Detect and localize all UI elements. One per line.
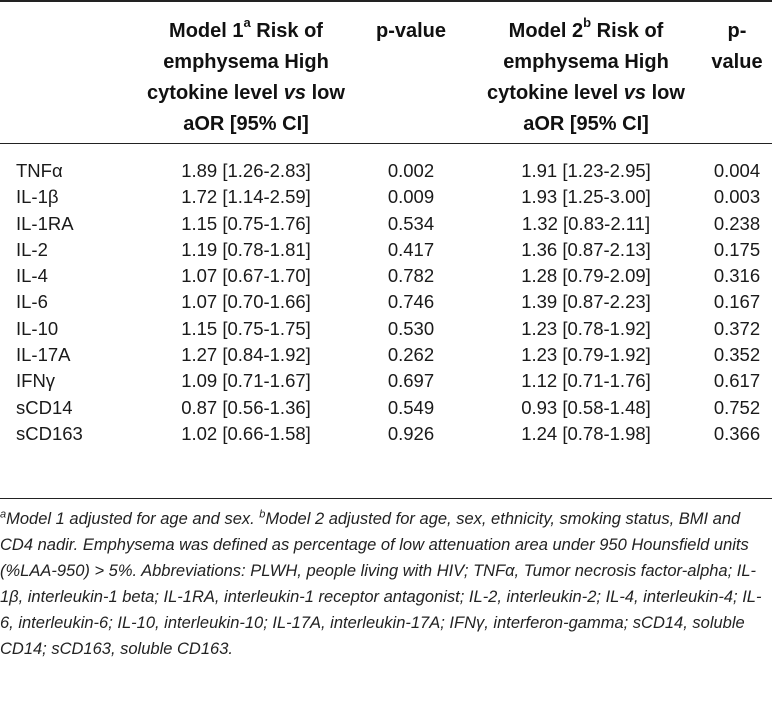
- header-model1: Model 1a Risk of emphysema High cytokine…: [136, 16, 356, 140]
- header-model2-end: low aOR [95% CI]: [523, 82, 685, 135]
- header-divider: [0, 143, 772, 144]
- header-model1-end: low aOR [95% CI]: [183, 82, 345, 135]
- cytokine-name: IL-4: [16, 265, 48, 287]
- model2-pvalue: 0.372: [713, 317, 761, 339]
- table-body: TNFα 1.89 [1.26-2.83] 0.002 1.91 [1.23-2…: [0, 158, 772, 447]
- model1-pvalue: 0.262: [387, 344, 435, 366]
- table-footnote: aModel 1 adjusted for age and sex. bMode…: [0, 506, 766, 662]
- model2-aor: 1.91 [1.23-2.95]: [521, 160, 651, 181]
- cytokine-name: IL-2: [16, 238, 48, 260]
- table-row: IL-2 1.19 [0.78-1.81] 0.417 1.36 [0.87-2…: [0, 237, 772, 263]
- header-model2-vs: vs: [623, 82, 647, 104]
- table-row: IL-1RA 1.15 [0.75-1.76] 0.534 1.32 [0.83…: [0, 211, 772, 237]
- model1-aor: 1.15 [0.75-1.75]: [181, 317, 311, 339]
- model1-aor: 1.15 [0.75-1.76]: [181, 212, 311, 234]
- header-pvalue1: p-value: [375, 20, 447, 42]
- footnote-model2: Model 2 adjusted for age, sex, ethnicity…: [0, 510, 762, 658]
- header-model2-desc: Risk of emphysema High cytokine level: [487, 20, 669, 104]
- header-pvalue2: p-value: [711, 20, 763, 73]
- model1-pvalue: 0.697: [387, 370, 435, 392]
- model1-pvalue: 0.417: [387, 238, 435, 260]
- model1-aor: 1.02 [0.66-1.58]: [181, 422, 311, 444]
- cytokine-name: TNFα: [16, 160, 63, 181]
- model1-aor: 1.07 [0.67-1.70]: [181, 265, 311, 287]
- cytokine-name: sCD14: [16, 396, 73, 418]
- model2-pvalue: 0.238: [713, 212, 761, 234]
- model1-aor: 1.09 [0.71-1.67]: [181, 370, 311, 392]
- table-row: sCD14 0.87 [0.56-1.36] 0.549 0.93 [0.58-…: [0, 395, 772, 421]
- table-row: TNFα 1.89 [1.26-2.83] 0.002 1.91 [1.23-2…: [0, 158, 772, 184]
- model1-aor: 1.19 [0.78-1.81]: [181, 238, 311, 260]
- footnote-sup-b: b: [259, 508, 266, 521]
- table-row: IL-4 1.07 [0.67-1.70] 0.782 1.28 [0.79-2…: [0, 263, 772, 289]
- model1-pvalue: 0.549: [387, 396, 435, 418]
- table-row: IL-17A 1.27 [0.84-1.92] 0.262 1.23 [0.79…: [0, 342, 772, 368]
- table-bottom-divider: [0, 498, 772, 499]
- model2-pvalue: 0.752: [713, 396, 761, 418]
- table-row: IL-6 1.07 [0.70-1.66] 0.746 1.39 [0.87-2…: [0, 289, 772, 315]
- model2-aor: 0.93 [0.58-1.48]: [521, 396, 651, 418]
- model2-aor: 1.36 [0.87-2.13]: [521, 238, 651, 260]
- header-model2-label: Model 2: [508, 20, 584, 42]
- table-header: Model 1a Risk of emphysema High cytokine…: [0, 0, 772, 135]
- cytokine-name: IL-17A: [16, 344, 71, 366]
- model2-aor: 1.39 [0.87-2.23]: [521, 291, 651, 313]
- header-model1-sup: a: [243, 15, 251, 31]
- header-model2: Model 2b Risk of emphysema High cytokine…: [466, 16, 706, 140]
- table-row: IL-10 1.15 [0.75-1.75] 0.530 1.23 [0.78-…: [0, 316, 772, 342]
- model1-aor: 0.87 [0.56-1.36]: [181, 396, 311, 418]
- header-model2-sup: b: [583, 15, 592, 31]
- model1-pvalue: 0.926: [387, 422, 435, 444]
- cytokine-name: IL-1β: [16, 186, 59, 208]
- model1-aor: 1.07 [0.70-1.66]: [181, 291, 311, 313]
- model2-pvalue: 0.175: [713, 238, 761, 260]
- cytokine-name: IL-6: [16, 291, 48, 313]
- header-model1-label: Model 1: [169, 20, 244, 42]
- model2-pvalue: 0.004: [713, 160, 761, 181]
- model2-pvalue: 0.617: [713, 370, 761, 392]
- model2-pvalue: 0.003: [713, 186, 761, 208]
- model2-aor: 1.23 [0.79-1.92]: [521, 344, 651, 366]
- model2-aor: 1.32 [0.83-2.11]: [521, 212, 651, 234]
- cytokine-name: sCD163: [16, 422, 83, 444]
- model1-pvalue: 0.534: [387, 212, 435, 234]
- footnote-sup-a: a: [0, 508, 7, 521]
- model1-aor: 1.72 [1.14-2.59]: [181, 186, 311, 208]
- cytokine-name: IL-10: [16, 317, 59, 339]
- model2-pvalue: 0.167: [713, 291, 761, 313]
- model2-pvalue: 0.366: [713, 422, 761, 444]
- model2-pvalue: 0.352: [713, 344, 761, 366]
- cytokine-name: IFNγ: [16, 370, 56, 392]
- model2-pvalue: 0.316: [713, 265, 761, 287]
- table-row: sCD163 1.02 [0.66-1.58] 0.926 1.24 [0.78…: [0, 421, 772, 447]
- model2-aor: 1.24 [0.78-1.98]: [521, 422, 651, 444]
- model1-pvalue: 0.746: [387, 291, 435, 313]
- model2-aor: 1.93 [1.25-3.00]: [521, 186, 651, 208]
- cytokine-name: IL-1RA: [16, 212, 74, 234]
- model1-pvalue: 0.782: [387, 265, 435, 287]
- model1-pvalue: 0.009: [387, 186, 435, 208]
- model2-aor: 1.12 [0.71-1.76]: [521, 370, 651, 392]
- model1-aor: 1.27 [0.84-1.92]: [181, 344, 311, 366]
- header-model1-desc: Risk of emphysema High cytokine level: [147, 20, 329, 104]
- table-row: IFNγ 1.09 [0.71-1.67] 0.697 1.12 [0.71-1…: [0, 368, 772, 394]
- model1-pvalue: 0.530: [387, 317, 435, 339]
- model2-aor: 1.28 [0.79-2.09]: [521, 265, 651, 287]
- model1-aor: 1.89 [1.26-2.83]: [181, 160, 311, 181]
- model2-aor: 1.23 [0.78-1.92]: [521, 317, 651, 339]
- footnote-model1: Model 1 adjusted for age and sex.: [6, 510, 260, 528]
- table-row: IL-1β 1.72 [1.14-2.59] 0.009 1.93 [1.25-…: [0, 184, 772, 210]
- model1-pvalue: 0.002: [387, 160, 435, 181]
- header-model1-vs: vs: [283, 82, 307, 104]
